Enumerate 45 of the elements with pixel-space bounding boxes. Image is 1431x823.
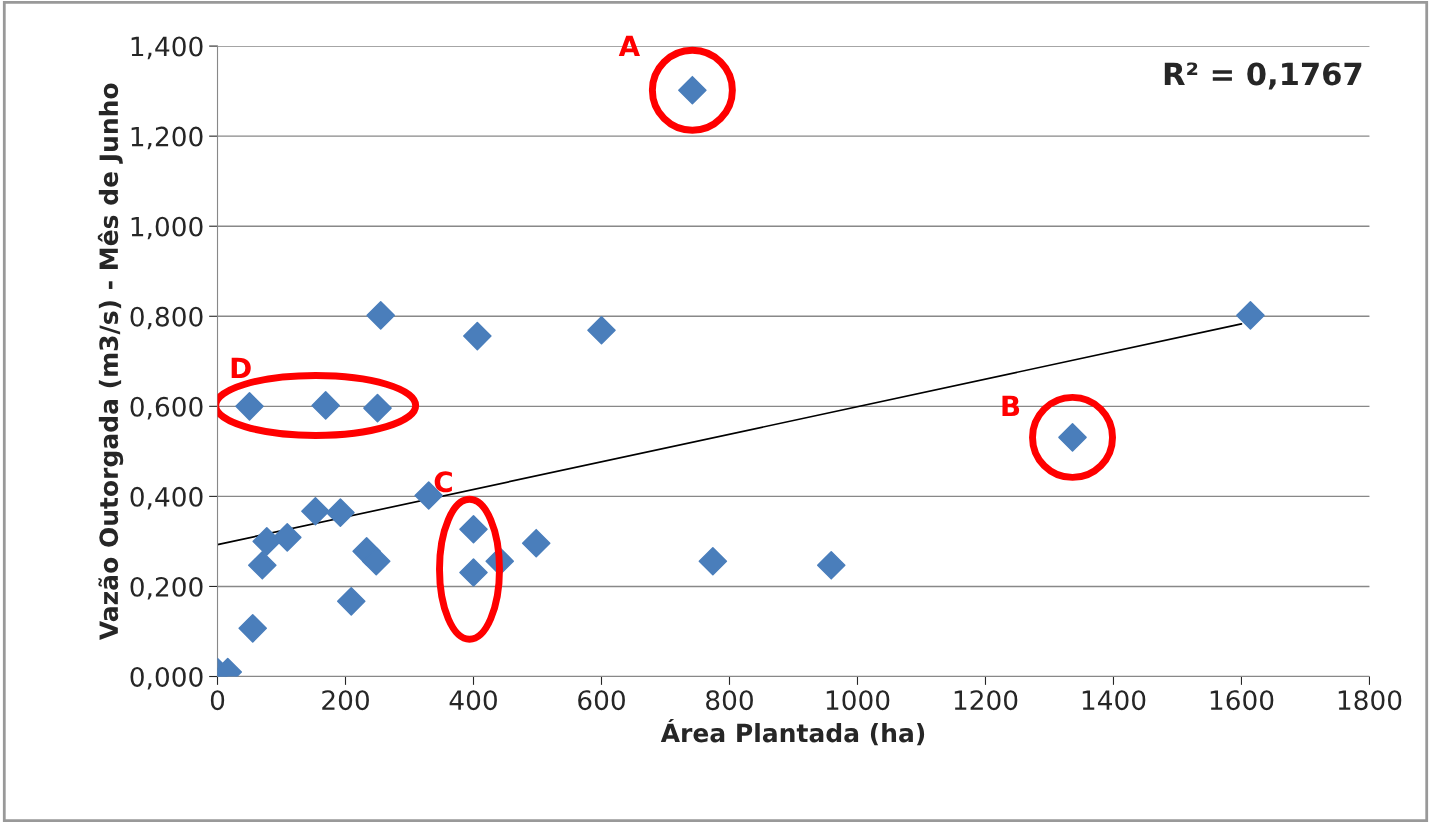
point (252, 527, 282, 556)
point (326, 498, 355, 527)
y-tick-label: 0,800 (130, 306, 203, 330)
x-tick-label: 0 (210, 690, 225, 711)
point (311, 391, 340, 420)
annotation: D (231, 357, 251, 379)
x-tick-label: 1000 (826, 690, 890, 711)
y-axis-title: Vazão Outorgada (m3/s) - Mês de Junho (97, 83, 124, 641)
x-tick-label: 1400 (1082, 690, 1146, 711)
y-tick-label: 0,400 (130, 486, 203, 510)
point (521, 528, 551, 558)
point (698, 546, 728, 576)
point (248, 550, 277, 580)
annotation: B (1002, 395, 1020, 417)
point (366, 301, 396, 330)
point (459, 558, 488, 587)
x-tick-label: 600 (578, 690, 625, 711)
y-tick-label: 0,600 (130, 396, 203, 420)
y-tick-label: 0,000 (130, 666, 203, 690)
x-tick-label: 1200 (954, 690, 1018, 711)
x-tick-label: 1600 (1210, 690, 1274, 711)
point (459, 514, 488, 544)
y-tick-label: 1,200 (131, 126, 203, 150)
x-tick-label: 1800 (1338, 690, 1402, 711)
point (1236, 301, 1265, 330)
point (301, 496, 330, 526)
y-tick-label: 0,200 (130, 576, 203, 600)
point (235, 392, 264, 421)
point (363, 393, 392, 423)
y-tick-label: 1,000 (131, 216, 203, 240)
point (272, 523, 302, 552)
annotation: R² = 0,1767 (1164, 62, 1362, 90)
point (336, 587, 366, 616)
point (816, 550, 846, 580)
point (587, 315, 616, 345)
x-axis-title: Área Plantada (ha) (660, 718, 925, 746)
x-tick-label: 800 (706, 690, 753, 711)
point (463, 321, 492, 351)
point (238, 614, 268, 643)
y-tick-label: 1,400 (131, 36, 203, 60)
annotation: A (618, 35, 640, 56)
point (361, 546, 391, 576)
x-tick-label: 200 (322, 690, 369, 711)
annotation: C (434, 471, 452, 493)
x-tick-label: 400 (449, 690, 497, 711)
